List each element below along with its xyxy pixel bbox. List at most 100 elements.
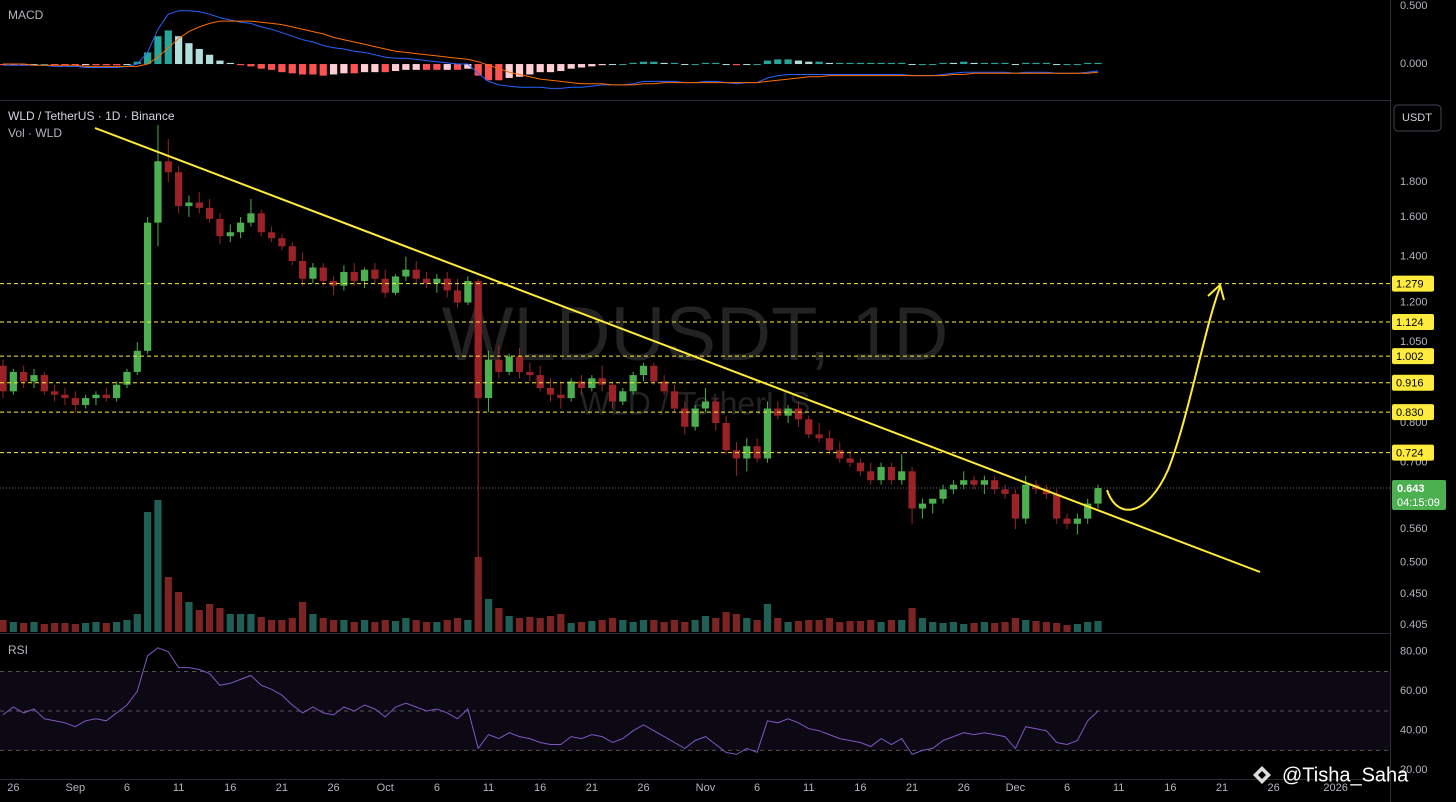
candle-body [836,450,844,459]
volume-bar [970,623,978,632]
x-tick-label: 6 [1064,782,1070,794]
macd-histogram-bar [619,64,627,66]
candle-body [412,269,420,279]
x-tick-label: 21 [906,782,918,794]
volume-bar [154,500,162,632]
candle-body [443,278,451,291]
candle-body [133,350,141,372]
macd-histogram-bar [846,62,854,65]
volume-bar [991,623,999,632]
macd-histogram-bar [536,64,544,73]
macd-histogram-bar [753,64,761,66]
macd-histogram-bar [898,62,906,65]
candle-body [1001,489,1009,495]
macd-histogram-bar [1094,62,1102,65]
macd-histogram-bar [402,64,410,70]
volume-bar [113,622,121,632]
candle-body [340,271,348,286]
macd-histogram-bar [236,64,245,66]
volume-bar [92,622,100,632]
candle-body [185,202,193,207]
volume-bar [1073,624,1081,632]
macd-histogram-bar [1073,64,1081,66]
x-tick-label: 16 [534,782,546,794]
currency-button-label[interactable]: USDT [1402,112,1432,124]
macd-histogram-bar [185,43,193,65]
volume-bar [51,623,59,632]
macd-histogram-bar [360,64,369,73]
last-price-label: 0.643 [1397,483,1425,495]
macd-histogram-bar [30,64,38,66]
macd-histogram-bar [701,62,710,65]
candle-body [701,401,710,409]
candle-body [515,356,524,372]
candle-body [144,222,152,351]
volume-bar [515,618,524,632]
candle-body [1084,503,1092,519]
volume-bar [412,620,420,632]
level-box [1392,374,1434,391]
volume-bar [794,621,803,632]
macd-histogram-bar [722,64,730,66]
volume-bar [20,623,28,632]
candle-body [650,365,658,382]
candle-body [391,276,400,293]
x-tick-label: Oct [377,782,394,794]
x-tick-label: 6 [434,782,440,794]
candle-body [360,269,369,282]
macd-histogram-bar [1084,62,1092,65]
projection-arrow [1106,286,1221,511]
macd-histogram-bar [877,62,885,65]
volume-bar [474,557,482,632]
candle-body [877,466,885,481]
volume-bar [505,616,513,632]
level-box [1392,404,1434,421]
macd-histogram-bar [1022,62,1030,65]
macd-histogram-bar [309,64,317,75]
macd-histogram-bar [412,64,420,70]
volume-bar [402,618,410,632]
level-box [1392,275,1434,292]
candle-body [846,458,854,463]
macd-histogram-bar [867,62,875,65]
macd-histogram-bar [422,64,431,70]
author-icon [1253,766,1271,784]
candle-body [474,281,482,399]
volume-bar [1053,623,1061,632]
candle-body [433,278,441,284]
candle-body [898,471,906,481]
x-tick-label: 26 [7,782,19,794]
volume-bar [298,602,307,632]
volume-bar [877,622,885,632]
candle-body [267,232,276,239]
candle-body [784,408,792,416]
macd-histogram-bar [557,64,565,71]
volume-bar [1084,622,1092,632]
macd-histogram-bar [815,61,823,65]
macd-histogram-bar [660,62,668,65]
volume-bar [681,622,689,632]
macd-histogram-bar [794,60,803,65]
volume-bar [629,622,637,632]
candle-body [82,398,90,405]
candle-body [557,394,565,399]
y-tick-label: 0.405 [1400,619,1428,631]
volume-bar [650,620,658,632]
y-tick-label: 1.200 [1400,296,1428,308]
candle-body [763,408,772,459]
rsi-band [0,671,1390,751]
candle-body [887,466,896,481]
macd-histogram-bar [577,64,586,68]
macd-histogram-bar [567,64,575,69]
volume-bar [319,618,327,632]
candle-body [939,489,947,499]
volume-bar [371,622,379,632]
macd-histogram-bar [1042,62,1050,65]
candle-body [1042,489,1050,495]
currency-button[interactable] [1393,104,1442,132]
macd-histogram-bar [9,64,17,66]
volume-bar [557,614,565,632]
volume-bar [929,622,937,632]
